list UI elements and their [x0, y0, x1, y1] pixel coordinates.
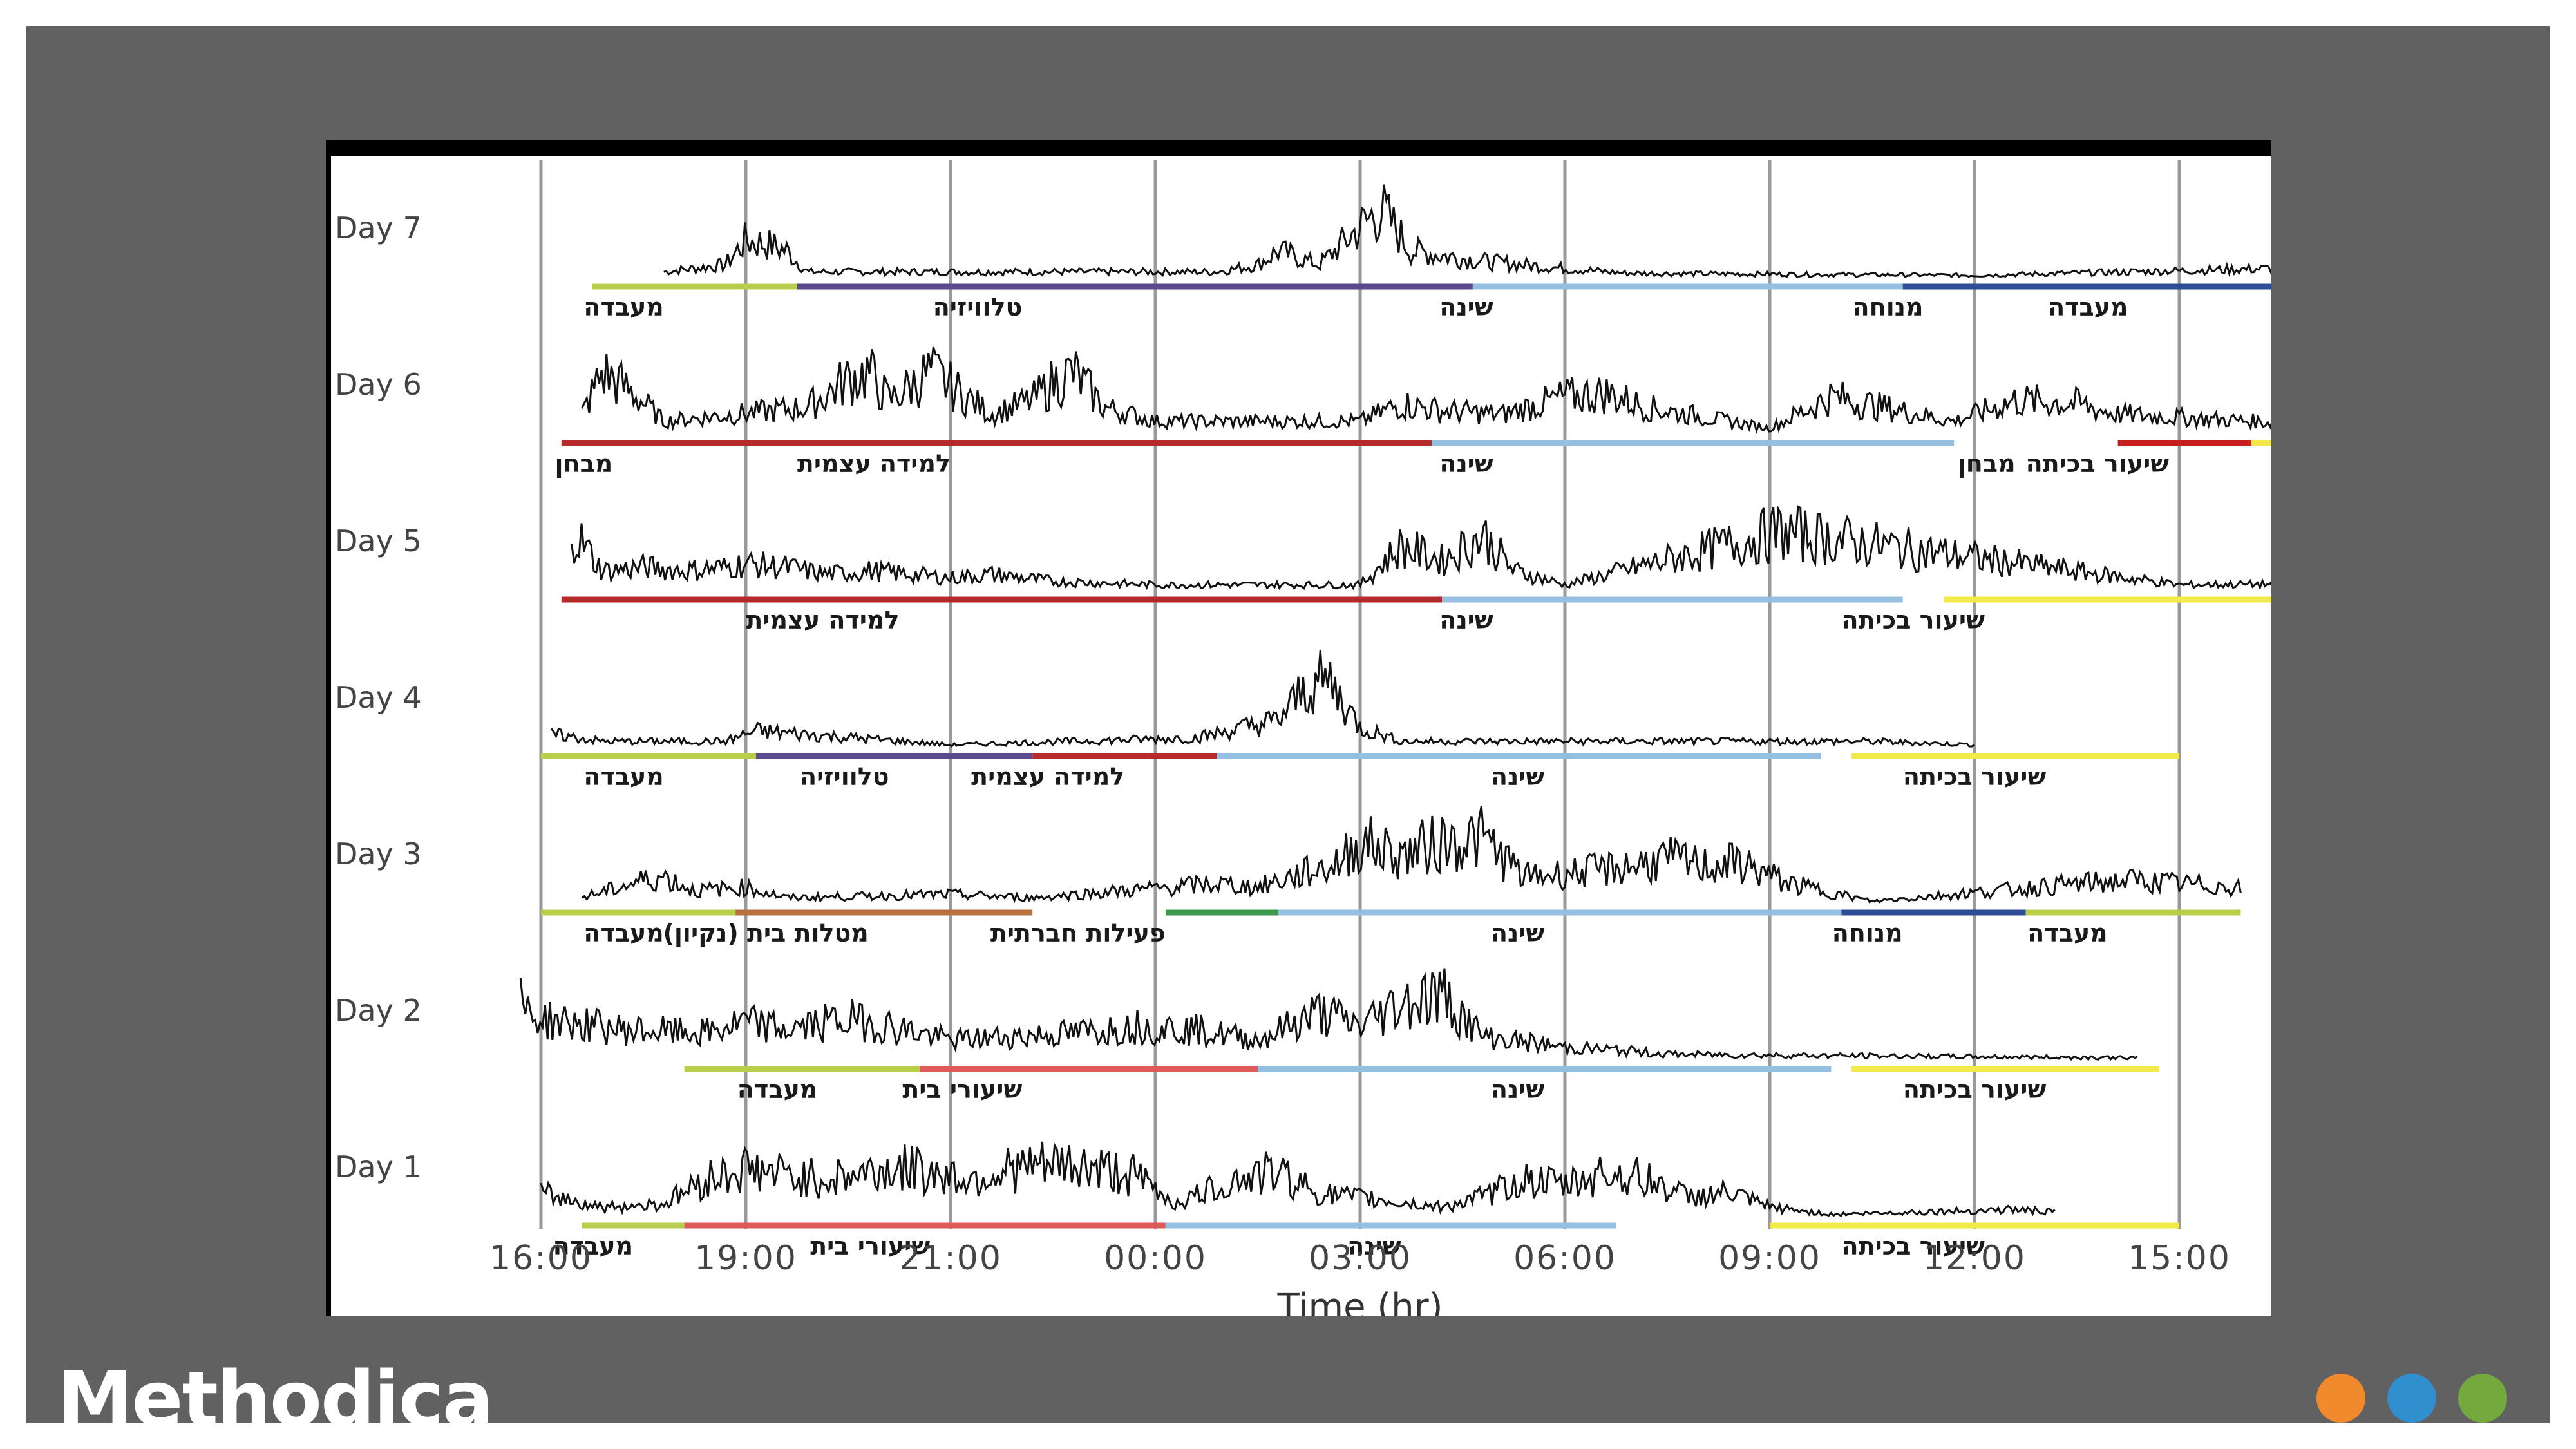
activity-trace: [540, 1141, 2056, 1217]
day-label: Day 3: [335, 837, 422, 871]
activity-label: שיעור בכיתה: [1841, 1232, 1985, 1260]
activity-label: מעבדה: [737, 1075, 817, 1104]
brand-dot-blue: [2387, 1374, 2436, 1423]
activity-label: שיעור בכיתה: [1841, 606, 1985, 634]
x-tick-label: 21:00: [899, 1239, 1002, 1278]
x-tick-label: 16:00: [489, 1239, 592, 1278]
day-label: Day 6: [335, 367, 422, 402]
activity-trace: [581, 806, 2242, 904]
activity-label: מעבדה: [583, 919, 663, 947]
activity-trace: [571, 505, 2271, 591]
x-tick-label: 06:00: [1513, 1239, 1616, 1278]
x-tick-label: 19:00: [694, 1239, 797, 1278]
activity-label: שיעורי בית: [902, 1075, 1022, 1104]
activity-label: מעבדה: [583, 293, 663, 321]
activity-label: למידה עצמית: [797, 450, 951, 478]
activity-label: מנוחה: [1832, 919, 1903, 947]
activity-trace: [550, 649, 1975, 748]
activity-label: מטלות בית (נקיון): [663, 919, 869, 947]
activity-trace: [519, 968, 2138, 1061]
x-tick-label: 03:00: [1309, 1239, 1412, 1278]
brand-dot-orange: [2316, 1374, 2365, 1423]
activity-label: שינה: [1439, 450, 1493, 478]
activity-label: שינה: [1347, 1232, 1401, 1260]
brand-logo-text: Methodica: [57, 1354, 493, 1443]
activity-label: שינה: [1491, 919, 1545, 947]
activity-label: מעבדה: [2048, 293, 2128, 321]
day-label: Day 1: [335, 1150, 422, 1184]
activity-label: שיעורי בית: [810, 1232, 930, 1260]
x-tick-label: 15:00: [2128, 1239, 2231, 1278]
slide-background: Day 7 מעבדה טלוויזיה שינה מנוחה מעבדה Day 6 מבח…: [26, 26, 2550, 1443]
x-axis-title: Time (hr): [1276, 1286, 1443, 1316]
chart-frame: Day 7 מעבדה טלוויזיה שינה מנוחה מעבדה Day 6 מבח…: [326, 140, 2271, 1316]
activity-label: שיעור בכיתה: [1903, 1075, 2047, 1104]
day-label: Day 7: [335, 211, 422, 245]
frame-left-border: [326, 140, 331, 1316]
activity-label: למידה עצמית: [746, 606, 899, 634]
activity-trace: [663, 184, 2271, 279]
frame-top-border: [326, 140, 2271, 156]
day-label: Day 5: [335, 524, 422, 558]
activity-label: מעבדה: [583, 762, 663, 791]
x-tick-label: 00:00: [1104, 1239, 1207, 1278]
brand-dot-green: [2458, 1374, 2507, 1423]
activity-label: מבחן: [554, 450, 612, 478]
activity-label: טלוויזיה: [933, 293, 1023, 321]
activity-label: מעבדה: [2027, 919, 2107, 947]
activity-label: שיעור בכיתה: [2026, 450, 2170, 478]
activity-label: שינה: [1439, 293, 1493, 321]
x-tick-label: 09:00: [1718, 1239, 1821, 1278]
x-tick-label: 12:00: [1923, 1239, 2026, 1278]
activity-label: מבחן: [1958, 450, 2016, 478]
activity-trace: [581, 346, 2271, 435]
day-label: Day 2: [335, 993, 422, 1028]
activity-chart: Day 7 מעבדה טלוויזיה שינה מנוחה מעבדה Day 6 מבח…: [335, 160, 2271, 1316]
activity-label: מנוחה: [1853, 293, 1924, 321]
activity-label: שינה: [1491, 1075, 1545, 1104]
activity-label: טלוויזיה: [800, 762, 889, 791]
activity-label: שינה: [1439, 606, 1493, 634]
activity-label: למידה עצמית: [971, 762, 1124, 791]
activity-label: מעבדה: [553, 1232, 633, 1260]
day-label: Day 4: [335, 680, 422, 715]
activity-label: פעילות חברתית: [990, 919, 1166, 947]
activity-label: שיעור בכיתה: [1903, 762, 2047, 791]
activity-label: שינה: [1491, 762, 1545, 791]
